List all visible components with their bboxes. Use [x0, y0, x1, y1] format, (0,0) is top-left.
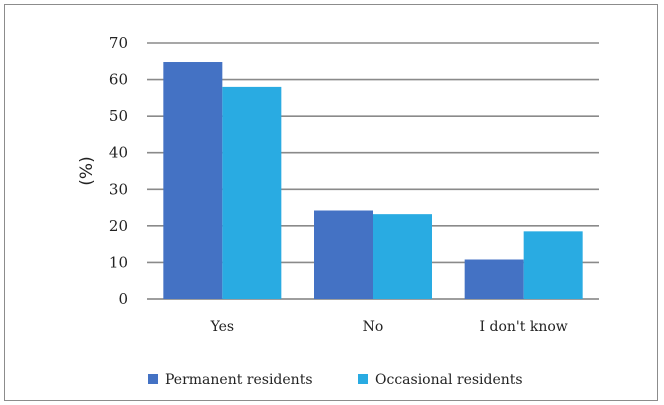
y-axis-label: (%): [77, 156, 97, 185]
y-tick-label: 50: [109, 107, 128, 125]
y-tick-label: 10: [109, 253, 128, 271]
bar: [523, 231, 583, 299]
bar: [222, 86, 282, 299]
x-category-label: No: [363, 319, 384, 335]
bar: [373, 214, 432, 299]
legend-swatch: [148, 374, 158, 384]
legend: Permanent residents Occasional residents: [148, 372, 523, 388]
y-tick-label: 30: [109, 180, 128, 198]
y-tick-label: 40: [109, 144, 128, 162]
y-tick-label: 0: [118, 290, 128, 308]
y-tick-label: 70: [109, 34, 128, 52]
legend-label: Occasional residents: [375, 372, 523, 388]
bars: [163, 62, 583, 299]
bar: [464, 259, 524, 299]
y-tick-label: 20: [109, 217, 128, 235]
bar: [314, 210, 373, 299]
legend-swatch: [358, 374, 368, 384]
y-tick-labels: 0 10 20 30 40 50 60 70: [109, 34, 128, 308]
chart-frame: [4, 4, 658, 401]
bar: [163, 62, 223, 299]
y-tick-label: 60: [109, 71, 128, 89]
x-category-labels: Yes No I don't know: [210, 319, 568, 335]
x-category-label: Yes: [210, 319, 235, 335]
legend-label: Permanent residents: [165, 372, 313, 388]
x-category-label: I don't know: [480, 319, 568, 335]
